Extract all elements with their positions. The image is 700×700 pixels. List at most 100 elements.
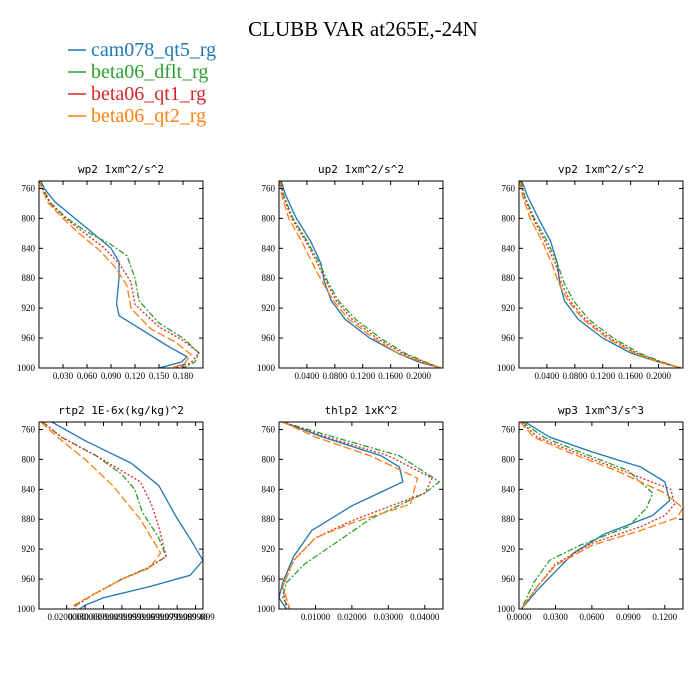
series-group — [519, 422, 683, 609]
y-tick-label: 800 — [262, 454, 276, 464]
x-tick-label: 0.0399999 — [84, 612, 123, 622]
y-tick-label: 840 — [502, 484, 516, 494]
legend-label: cam078_qt5_rg — [91, 39, 216, 61]
legend-label: beta06_dflt_rg — [91, 61, 208, 83]
x-tick-label: 0.0900 — [616, 612, 641, 622]
panel-title: wp3 1xm^3/s^3 — [558, 404, 644, 417]
y-tick-label: 800 — [502, 213, 516, 223]
legend-label: beta06_qt2_rg — [91, 105, 206, 127]
series-line-beta06_dflt_rg — [279, 181, 442, 368]
x-tick-label: 0.0800 — [322, 371, 347, 381]
y-tick-label: 960 — [22, 574, 36, 584]
y-tick-label: 800 — [22, 454, 36, 464]
legend-item: cam078_qt5_rg — [68, 39, 216, 61]
series-line-beta06_qt2_rg — [279, 181, 442, 368]
series-line-beta06_qt1_rg — [39, 181, 200, 368]
x-tick-label: 0.0599999 — [121, 612, 160, 622]
series-line-cam078_qt5_rg — [51, 422, 203, 609]
series-line-beta06_qt1_rg — [519, 181, 682, 368]
y-tick-label: 840 — [262, 484, 276, 494]
x-tick-label: 0.0600 — [580, 612, 605, 622]
x-tick-label: 0.2000 — [406, 371, 431, 381]
panel: up2 1xm^2/s^2 760 800 840 880 920 960 1000 0.040… — [257, 163, 444, 381]
series-line-beta06_dflt_rg — [520, 181, 682, 368]
x-tick-label: 0.0400 — [295, 371, 320, 381]
series-group — [39, 181, 200, 368]
x-tick-label: 40 — [199, 612, 209, 622]
x-tick-label: 0.150 — [149, 371, 170, 381]
plot-frame — [518, 180, 684, 369]
plot-frame — [38, 180, 204, 369]
y-tick-label: 840 — [22, 243, 36, 253]
legend-label: beta06_qt1_rg — [91, 83, 206, 105]
x-tick-label: 0.0699999 — [140, 612, 179, 622]
legend-item: beta06_qt2_rg — [68, 105, 206, 127]
x-tick-label: 0.0799999 — [158, 612, 197, 622]
y-tick-label: 1000 — [257, 363, 276, 373]
panel: thlp2 1xK^2 760 800 840 880 920 960 1000 0.01000… — [257, 404, 444, 622]
panel-title: up2 1xm^2/s^2 — [318, 163, 404, 176]
y-tick-label: 760 — [502, 183, 516, 193]
y-tick-label: 1000 — [497, 604, 516, 614]
y-tick-label: 920 — [262, 303, 276, 313]
x-tick-label: 0.0200000 — [48, 612, 87, 622]
plot-frame — [38, 421, 204, 610]
y-tick-label: 920 — [502, 544, 516, 554]
y-tick-label: 880 — [262, 273, 276, 283]
x-tick-label: 0.0800 — [562, 371, 587, 381]
y-tick-label: 1000 — [17, 604, 36, 614]
y-tick-label: 880 — [22, 514, 36, 524]
panel: wp3 1xm^3/s^3 760 800 840 880 920 960 10000.000… — [497, 404, 684, 622]
x-tick-label: 0.090 — [101, 371, 122, 381]
x-tick-label: 0.1600 — [618, 371, 643, 381]
series-line-cam078_qt5_rg — [520, 422, 671, 609]
series-line-beta06_qt2_rg — [519, 181, 682, 368]
y-tick-label: 800 — [262, 213, 276, 223]
y-tick-label: 800 — [22, 213, 36, 223]
panel-title: thlp2 1xK^2 — [325, 404, 398, 417]
series-line-beta06_qt2_rg — [281, 422, 419, 609]
y-tick-label: 760 — [262, 183, 276, 193]
series-line-beta06_qt1_rg — [281, 422, 433, 609]
panel-title: vp2 1xm^2/s^2 — [558, 163, 644, 176]
x-tick-label: 0.03000 — [374, 612, 404, 622]
y-tick-label: 960 — [502, 333, 516, 343]
y-tick-label: 920 — [22, 303, 36, 313]
series-line-cam078_qt5_rg — [40, 181, 189, 368]
y-tick-label: 1000 — [17, 363, 36, 373]
y-tick-label: 760 — [262, 424, 276, 434]
y-tick-label: 1000 — [257, 604, 276, 614]
x-tick-label: 0.060 — [77, 371, 98, 381]
y-tick-label: 760 — [22, 424, 36, 434]
x-tick-label: 0.030000 — [68, 612, 102, 622]
legend-item: beta06_dflt_rg — [68, 61, 208, 83]
x-tick-label: 0.02000 — [337, 612, 367, 622]
series-line-beta06_qt2_rg — [39, 181, 192, 368]
series-line-beta06_dflt_rg — [520, 422, 654, 609]
series-line-beta06_qt2_rg — [40, 422, 162, 609]
y-tick-label: 920 — [502, 303, 516, 313]
y-tick-label: 960 — [262, 574, 276, 584]
y-tick-label: 840 — [22, 484, 36, 494]
panel: rtp2 1E-6x(kg/kg)^2 760 800 840 880 920 960 100… — [17, 404, 215, 622]
series-line-beta06_qt2_rg — [519, 422, 683, 609]
x-tick-label: 0.030 — [53, 371, 74, 381]
y-tick-label: 840 — [502, 243, 516, 253]
x-tick-label: 0.180 — [173, 371, 194, 381]
series-line-cam078_qt5_rg — [279, 422, 404, 609]
y-tick-label: 960 — [502, 574, 516, 584]
series-line-cam078_qt5_rg — [521, 181, 682, 368]
series-group — [519, 181, 682, 368]
y-tick-label: 880 — [502, 514, 516, 524]
series-line-beta06_dflt_rg — [39, 181, 200, 368]
y-tick-label: 840 — [262, 243, 276, 253]
panel: wp2 1xm^2/s^2 760 800 840 880 920 960 1000 0.030… — [17, 163, 204, 381]
x-tick-label: 0.0400 — [535, 371, 560, 381]
y-tick-label: 760 — [502, 424, 516, 434]
x-tick-label: 0.1200 — [652, 612, 677, 622]
series-group — [279, 181, 442, 368]
y-tick-label: 880 — [262, 514, 276, 524]
panel: vp2 1xm^2/s^2 760 800 840 880 920 960 1000 0.040… — [497, 163, 684, 381]
x-tick-label: 0.1600 — [378, 371, 403, 381]
